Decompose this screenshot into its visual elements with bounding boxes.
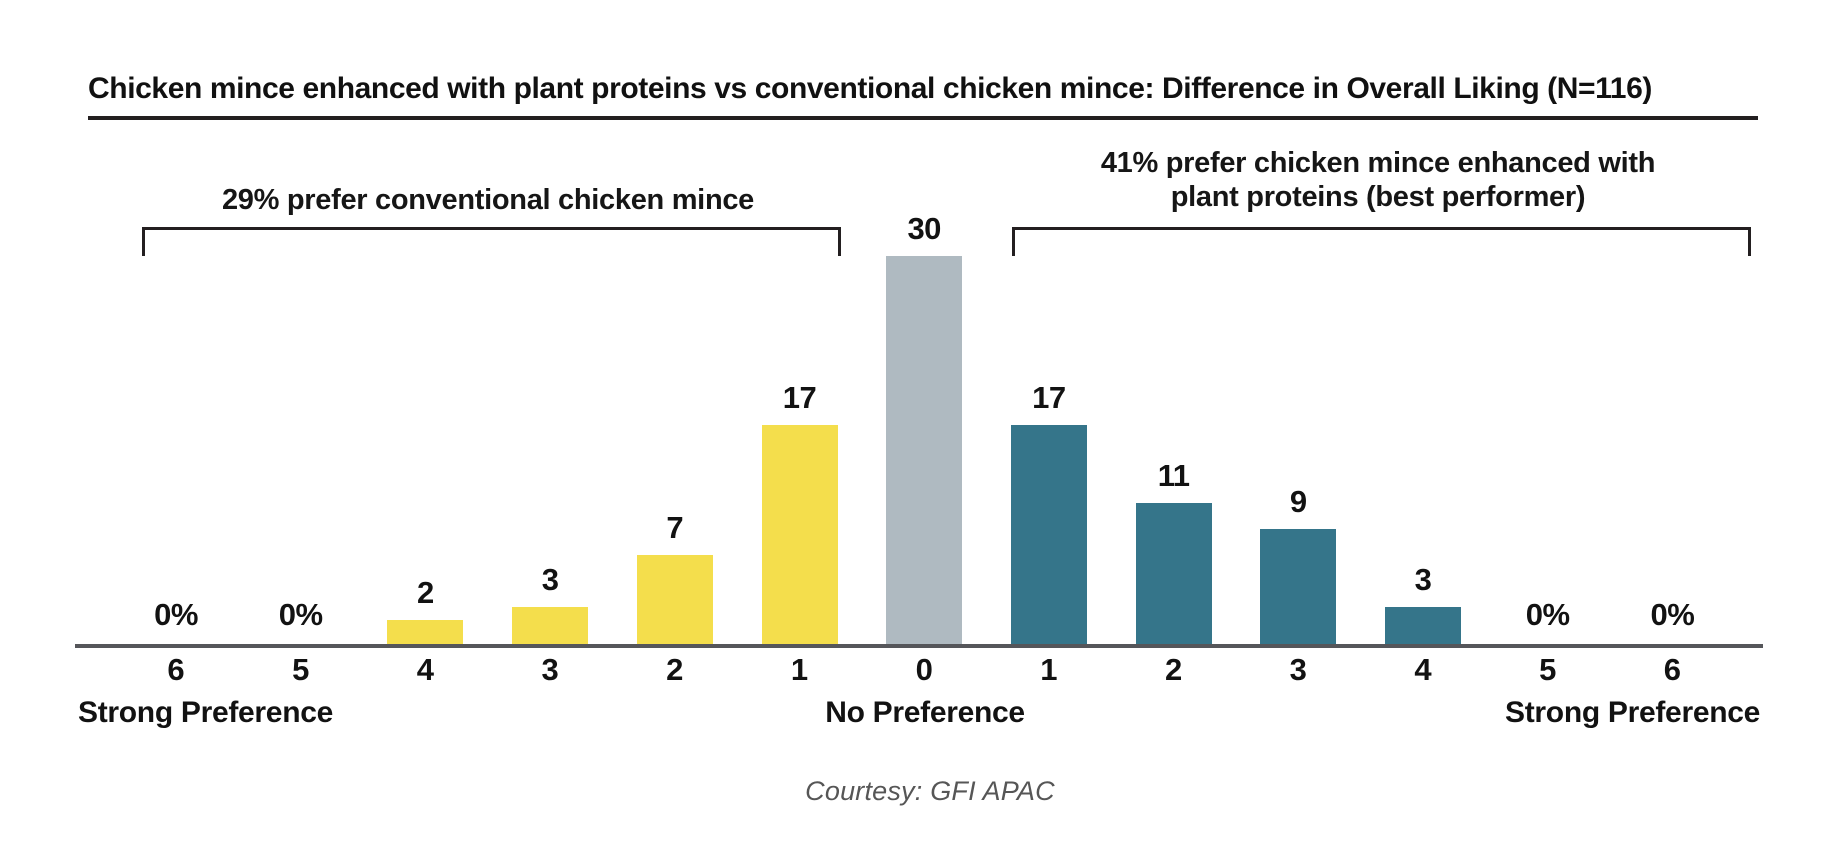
bar	[761, 425, 838, 646]
bar-value-label: 0%	[278, 597, 323, 632]
bar	[636, 555, 713, 646]
title-underline	[88, 116, 1758, 120]
bar-value-label: 0%	[154, 597, 198, 632]
x-tick-label: 2	[1164, 652, 1183, 687]
axis-label-no-preference: No Preference	[825, 696, 1025, 729]
bar-value-label: 3	[1414, 562, 1432, 597]
bar-value-label: 3	[541, 562, 559, 597]
bar-value-label: 0%	[1650, 597, 1695, 632]
bar	[1260, 529, 1337, 646]
x-tick-label: 3	[541, 652, 559, 687]
x-tick-label: 1	[1040, 652, 1058, 687]
bar	[512, 607, 589, 646]
bar-value-label: 11	[1157, 458, 1190, 493]
bar-value-label: 7	[666, 510, 684, 545]
x-tick-label: 6	[1663, 652, 1682, 687]
axis-label-strong-preference-right: Strong Preference	[1505, 696, 1760, 729]
annotation-right-share: 41% prefer chicken mince enhanced with p…	[978, 146, 1778, 214]
bar-value-label: 0%	[1525, 597, 1570, 632]
chart-title: Chicken mince enhanced with plant protei…	[88, 72, 1652, 105]
bar-value-label: 17	[782, 380, 817, 415]
bracket-right	[1012, 227, 1751, 256]
bar-value-label: 9	[1289, 484, 1307, 519]
caption-courtesy: Courtesy: GFI APAC	[805, 776, 1055, 806]
x-tick-label: 0	[915, 652, 933, 687]
bar	[387, 620, 464, 646]
bar	[1135, 503, 1212, 646]
bracket-left	[142, 227, 841, 256]
annotation-left-share: 29% prefer conventional chicken mince	[221, 184, 755, 216]
bar-value-label: 17	[1032, 380, 1066, 415]
x-tick-label: 4	[416, 652, 435, 687]
bar-value-label: 2	[417, 575, 434, 610]
x-tick-label: 2	[666, 652, 684, 687]
annotation-right-line1: 41% prefer chicken mince enhanced with	[1100, 147, 1656, 179]
x-tick-label: 1	[790, 652, 809, 687]
x-tick-label: 5	[1539, 652, 1557, 687]
bar	[886, 256, 963, 646]
x-tick-label: 3	[1289, 652, 1307, 687]
x-axis-line	[75, 644, 1763, 648]
x-tick-label: 4	[1414, 652, 1432, 687]
bar	[1010, 425, 1087, 646]
bar-value-label: 30	[907, 211, 941, 246]
bar	[1385, 607, 1461, 646]
x-tick-label: 6	[167, 652, 185, 687]
x-tick-label: 5	[292, 652, 310, 687]
axis-label-strong-preference-left: Strong Preference	[78, 696, 333, 729]
annotation-right-line2: plant proteins (best performer)	[1170, 181, 1586, 213]
